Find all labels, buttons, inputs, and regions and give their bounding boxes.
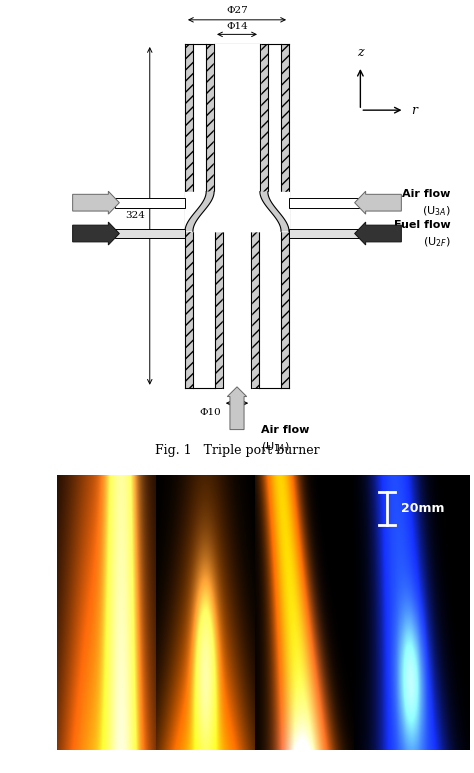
Bar	[289, 229, 359, 238]
Text: Air flow: Air flow	[402, 189, 451, 199]
Text: (U$_{1A}$): (U$_{1A}$)	[261, 441, 290, 454]
Bar	[215, 194, 223, 388]
Text: (U$_{2F}$): (U$_{2F}$)	[423, 236, 451, 249]
Bar	[115, 198, 185, 207]
Bar	[289, 198, 359, 207]
Text: 20mm: 20mm	[401, 502, 445, 515]
Bar	[115, 229, 185, 238]
FancyArrow shape	[355, 191, 401, 214]
Text: z: z	[357, 46, 364, 60]
Bar	[185, 44, 193, 388]
Text: (U$_{3A}$): (U$_{3A}$)	[422, 205, 451, 218]
Bar	[206, 44, 214, 229]
Text: Φ10: Φ10	[199, 408, 221, 417]
FancyArrow shape	[228, 386, 246, 430]
Text: Air flow: Air flow	[261, 424, 310, 434]
Polygon shape	[260, 192, 289, 231]
FancyArrow shape	[355, 222, 401, 245]
FancyArrow shape	[73, 222, 119, 245]
Bar	[251, 194, 259, 388]
FancyArrow shape	[73, 191, 119, 214]
Text: Φ14: Φ14	[226, 22, 248, 31]
Text: Fuel flow: Fuel flow	[394, 220, 451, 230]
Bar	[281, 44, 289, 388]
Bar	[260, 44, 268, 229]
Polygon shape	[185, 192, 214, 231]
Text: Fig. 1   Triple port burner: Fig. 1 Triple port burner	[155, 444, 319, 457]
Text: 324: 324	[126, 211, 146, 220]
Text: Φ27: Φ27	[226, 6, 248, 15]
Text: r: r	[411, 104, 417, 117]
